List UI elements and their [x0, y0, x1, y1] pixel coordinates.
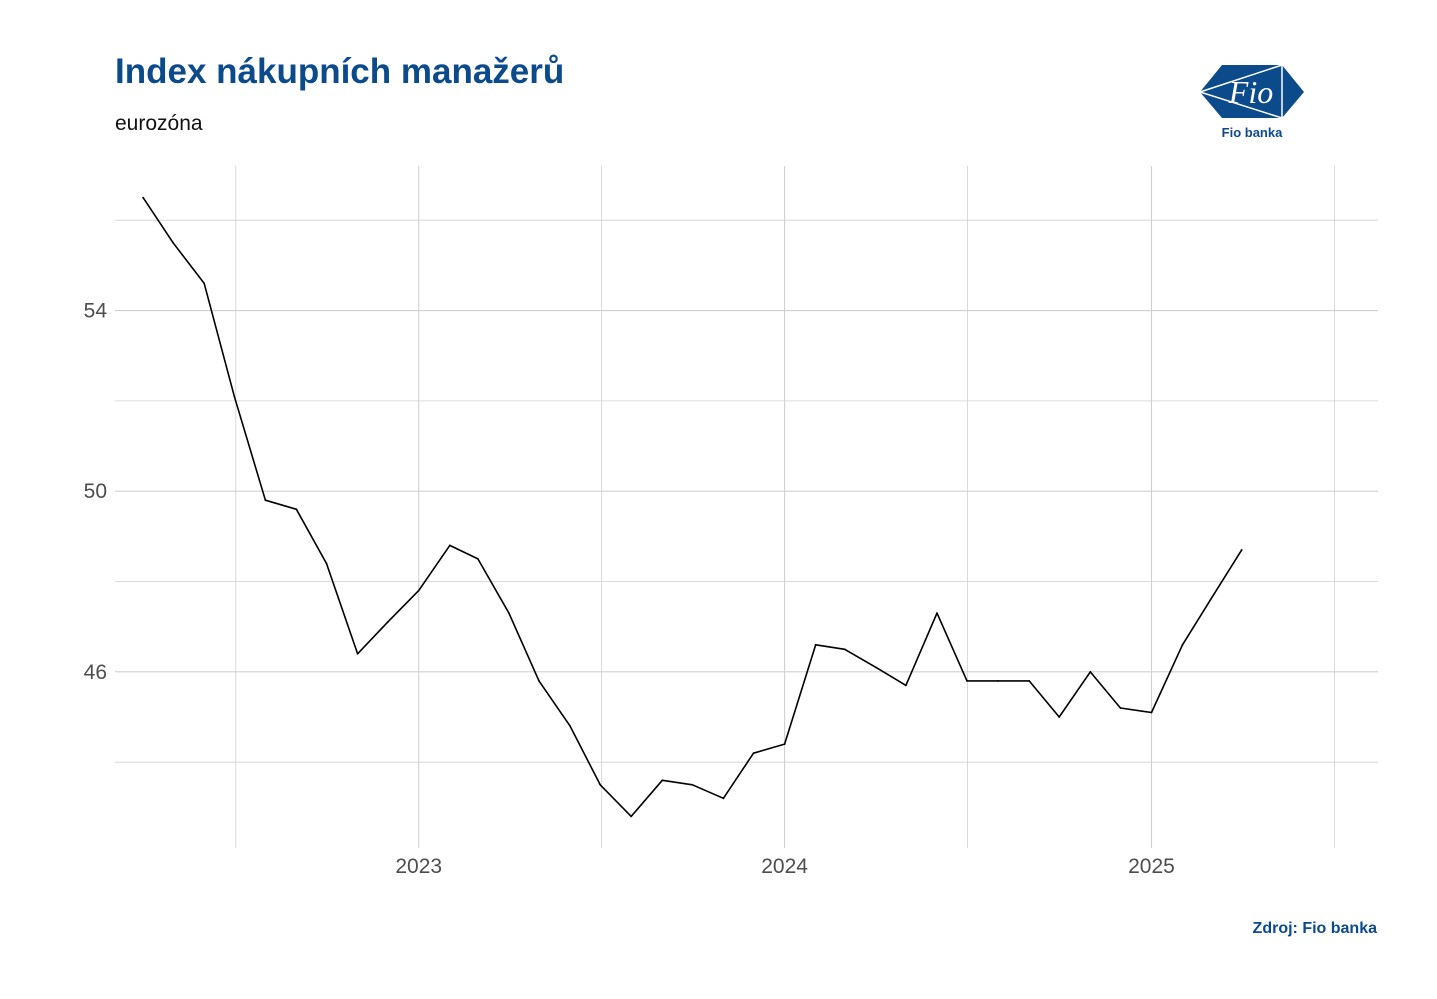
logo-caption: Fio banka — [1221, 125, 1283, 140]
pmi-data-point — [356, 652, 359, 655]
pmi-data-point — [1089, 670, 1092, 673]
pmi-data-point — [325, 562, 328, 565]
pmi-data-point — [448, 544, 451, 547]
logo-outline — [1197, 63, 1283, 120]
y-tick-label: 50 — [84, 480, 107, 503]
x-tick-label: 2024 — [761, 855, 808, 878]
pmi-data-point — [630, 815, 633, 818]
x-tick-label: 2025 — [1128, 855, 1175, 878]
pmi-data-point — [538, 679, 540, 682]
fio-banka-logo-icon: Fio — [1197, 63, 1304, 120]
pmi-data-point — [783, 743, 786, 746]
pmi-data-point — [233, 395, 236, 398]
source-note: Zdroj: Fio banka — [1252, 920, 1377, 937]
grid-layer — [115, 166, 1378, 848]
y-tick-label: 54 — [84, 300, 108, 323]
x-tick-label: 2023 — [395, 855, 442, 878]
pmi-data-point — [569, 725, 571, 727]
pmi-data-point — [386, 621, 389, 624]
chart-subtitle: eurozóna — [115, 112, 203, 135]
pmi-data-point — [1119, 707, 1122, 709]
pmi-data-point — [874, 666, 877, 669]
pmi-data-point — [936, 612, 938, 615]
pmi-data-point — [661, 779, 664, 782]
pmi-data-point — [295, 508, 298, 511]
pmi-data-point — [417, 589, 420, 592]
pmi-data-point — [904, 684, 907, 687]
pmi-data-point — [814, 643, 817, 646]
logo-mark-text: Fio — [1228, 74, 1273, 110]
logo-flag — [1200, 65, 1304, 118]
pmi-data-point — [752, 752, 755, 755]
pmi-data-point — [722, 797, 725, 800]
pmi-data-point — [1150, 711, 1153, 714]
pmi-data-point — [264, 499, 267, 502]
pmi-data-point — [1209, 598, 1212, 601]
axis-labels: 46 50 54 2023 2024 2025 — [84, 300, 1175, 878]
pmi-data-point — [966, 679, 968, 682]
series-layer — [142, 196, 1243, 818]
pmi-data-point — [203, 282, 206, 285]
pmi-data-point — [1058, 716, 1061, 718]
y-tick-label: 46 — [84, 661, 107, 684]
pmi-data-point — [172, 241, 175, 244]
pmi-data-point — [997, 679, 999, 682]
pmi-data-point — [843, 648, 846, 651]
pmi-data-point — [1028, 679, 1031, 682]
pmi-data-point — [142, 196, 144, 199]
pmi-data-point — [1240, 549, 1243, 551]
pmi-data-point — [1181, 643, 1184, 646]
pmi-data-point — [691, 783, 694, 786]
pmi-data-point — [476, 558, 479, 560]
pmi-data-point — [508, 612, 510, 615]
pmi-series-line — [142, 197, 1243, 818]
pmi-data-point — [599, 783, 602, 786]
chart-title: Index nákupních manažerů — [115, 52, 565, 91]
